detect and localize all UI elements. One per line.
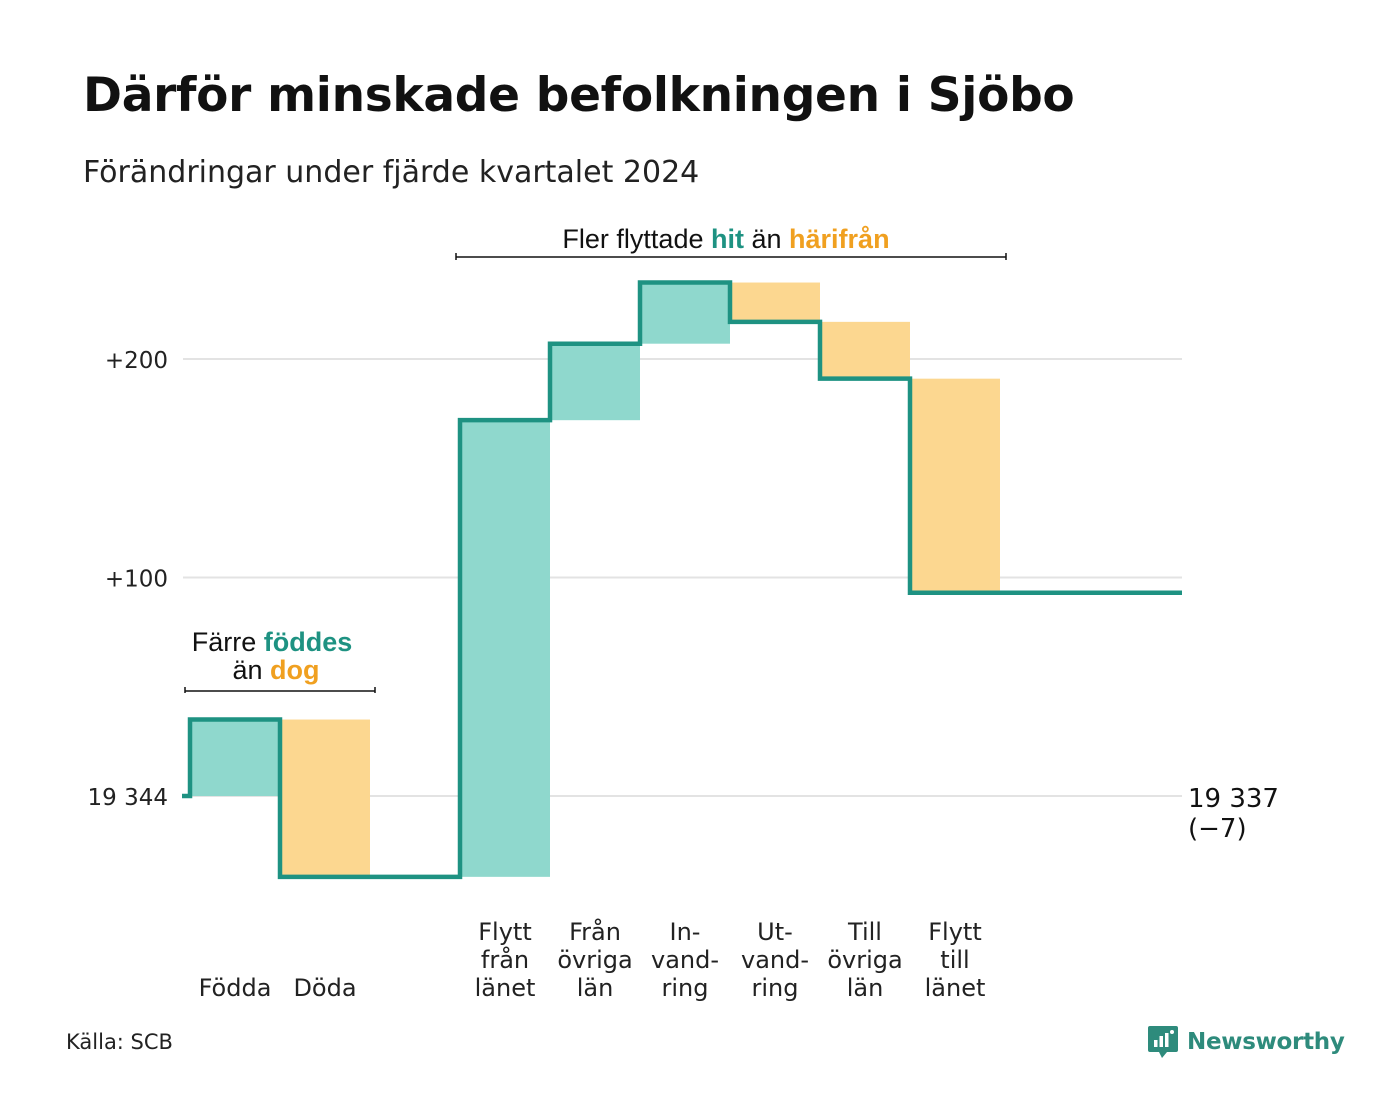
y-tick-label: +200 bbox=[105, 348, 168, 374]
x-category-label: län bbox=[847, 974, 884, 1002]
x-category-label: In- bbox=[670, 918, 701, 946]
births-annotation-text: än bbox=[232, 655, 270, 685]
source-note: Källa: SCB bbox=[66, 1030, 173, 1054]
x-category-label: Ut- bbox=[757, 918, 793, 946]
x-category-label: från bbox=[481, 945, 529, 974]
newsworthy-logo-icon bbox=[1148, 1026, 1178, 1058]
newsworthy-logo: Newsworthy bbox=[1147, 1024, 1345, 1060]
outflow-bar bbox=[730, 282, 820, 322]
outflow-bar bbox=[280, 719, 370, 877]
x-category-label: vand- bbox=[741, 946, 809, 974]
cumulative-step-line bbox=[182, 280, 1182, 880]
x-category-label: Från bbox=[569, 917, 621, 946]
inflow-bar bbox=[550, 343, 640, 421]
x-category-label: vand- bbox=[651, 946, 719, 974]
inflow-bar bbox=[640, 282, 730, 344]
births-annotation-highlight-inflow: föddes bbox=[264, 627, 353, 657]
migration-annotation-text: Fler flyttade bbox=[562, 224, 711, 254]
births-annotation: Färre föddes än dog bbox=[184, 627, 376, 693]
outflow-bar bbox=[910, 378, 1000, 593]
x-category-label: Flytt bbox=[478, 918, 532, 946]
outflow-bar bbox=[820, 321, 910, 379]
y-tick-label: 19 344 bbox=[88, 785, 168, 811]
migration-annotation: Fler flyttade hit än härifrån bbox=[455, 224, 1007, 260]
x-category-label: övriga bbox=[827, 946, 902, 974]
x-category-label: ring bbox=[752, 974, 799, 1002]
svg-text:Färre föddes: Färre föddes bbox=[192, 627, 353, 657]
x-category-label: Till bbox=[847, 918, 882, 946]
migration-annotation-text: än bbox=[744, 224, 789, 254]
x-category-label: länet bbox=[925, 974, 986, 1002]
births-annotation-highlight-outflow: dog bbox=[270, 655, 319, 685]
x-category-label: Födda bbox=[199, 974, 272, 1002]
x-category-label: länet bbox=[475, 974, 536, 1002]
migration-annotation-highlight-outflow: härifrån bbox=[789, 224, 890, 254]
svg-text:Fler flyttade hit än härifrån: Fler flyttade hit än härifrån bbox=[562, 224, 889, 254]
bars bbox=[190, 282, 1000, 877]
inflow-bar bbox=[460, 420, 550, 877]
inflow-bar bbox=[190, 719, 280, 796]
x-category-label: ring bbox=[662, 974, 709, 1002]
x-category-label: Flytt bbox=[928, 918, 982, 946]
x-axis-labels: Födda DödaFlyttfrånlänetFrånövrigalänIn-v… bbox=[199, 917, 986, 1002]
chart-subtitle: Förändringar under fjärde kvartalet 2024 bbox=[83, 155, 700, 190]
x-category-label: övriga bbox=[557, 946, 632, 974]
x-category-label: län bbox=[577, 974, 614, 1002]
chart-title: Därför minskade befolkningen i Sjöbo bbox=[83, 68, 1075, 123]
brand-name: Newsworthy bbox=[1187, 1029, 1345, 1055]
cumulative-line bbox=[182, 280, 1182, 880]
y-axis-ticks: 19 344 +100 +200 bbox=[88, 348, 168, 811]
x-category-label: till bbox=[940, 946, 969, 974]
end-value-label: 19 337 bbox=[1188, 784, 1279, 814]
births-bracket bbox=[184, 687, 376, 693]
end-change-label: (−7) bbox=[1188, 814, 1247, 844]
births-annotation-text: Färre bbox=[192, 627, 264, 657]
migration-bracket bbox=[455, 253, 1007, 260]
x-category-label: Döda bbox=[293, 974, 356, 1002]
y-tick-label: +100 bbox=[105, 567, 168, 593]
end-label: 19 337 (−7) bbox=[1188, 784, 1279, 844]
migration-annotation-highlight-inflow: hit bbox=[711, 224, 744, 254]
svg-text:än dog: än dog bbox=[232, 655, 319, 685]
